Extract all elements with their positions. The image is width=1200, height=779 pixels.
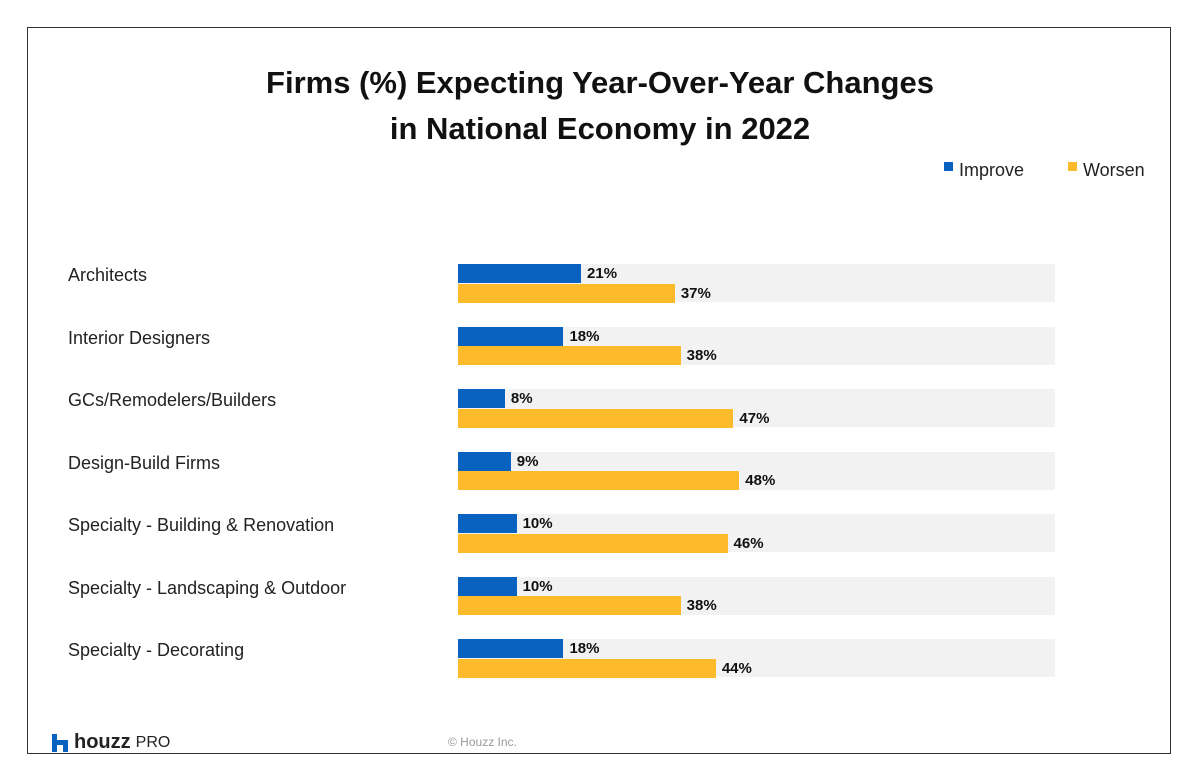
bar-improve bbox=[458, 326, 564, 346]
legend-swatch-worsen bbox=[1068, 162, 1077, 171]
title-line-1: Firms (%) Expecting Year-Over-Year Chang… bbox=[266, 65, 934, 100]
data-label: 21% bbox=[587, 265, 618, 282]
brand-suffix: PRO bbox=[135, 733, 171, 751]
copyright: © Houzz Inc. bbox=[448, 735, 517, 749]
category-label: Specialty - Landscaping & Outdoor bbox=[68, 577, 347, 598]
category-label: Specialty - Building & Renovation bbox=[68, 515, 335, 535]
legend-label: Worsen bbox=[1083, 160, 1145, 180]
bar-improve bbox=[458, 576, 517, 596]
data-label: 46% bbox=[733, 534, 764, 552]
legend-improve: Improve bbox=[944, 160, 1024, 181]
legend-worsen: Worsen bbox=[1068, 160, 1145, 181]
bar-improve bbox=[458, 389, 505, 408]
bar-worsen bbox=[458, 533, 728, 553]
chart-title: Firms (%) Expecting Year-Over-Year Chang… bbox=[0, 60, 1200, 152]
chart-frame bbox=[27, 27, 1171, 754]
category-label: Architects bbox=[68, 265, 148, 285]
data-label: 8% bbox=[510, 390, 533, 407]
data-label: 47% bbox=[739, 409, 770, 427]
brand-name: houzz bbox=[74, 731, 131, 753]
houzz-logo-icon bbox=[52, 733, 68, 752]
bar-worsen bbox=[458, 596, 681, 615]
bar-improve bbox=[458, 514, 517, 533]
category-label: Interior Designers bbox=[68, 327, 211, 348]
bar-worsen bbox=[458, 658, 716, 678]
bar-improve bbox=[458, 639, 564, 658]
bar-worsen bbox=[458, 283, 675, 303]
data-label: 48% bbox=[745, 472, 776, 489]
bar-worsen bbox=[458, 408, 734, 428]
bar-improve bbox=[458, 264, 582, 283]
bar-worsen bbox=[458, 346, 681, 365]
title-line-2: in National Economy in 2022 bbox=[389, 111, 811, 146]
data-label: 18% bbox=[569, 640, 600, 657]
bar-improve bbox=[458, 451, 511, 471]
category-label: Design-Build Firms bbox=[68, 452, 221, 473]
data-label: 37% bbox=[680, 284, 711, 302]
bar-worsen bbox=[458, 471, 740, 490]
data-label: 10% bbox=[522, 577, 553, 595]
data-label: 38% bbox=[686, 347, 717, 364]
category-label: GCs/Remodelers/Builders bbox=[68, 390, 277, 410]
data-label: 10% bbox=[522, 515, 553, 532]
houzz-pro-logo: houzz PRO bbox=[52, 731, 170, 754]
data-label: 44% bbox=[721, 659, 752, 677]
data-label: 38% bbox=[686, 597, 717, 614]
legend-swatch-improve bbox=[944, 162, 953, 171]
data-label: 9% bbox=[516, 452, 539, 470]
category-label: Specialty - Decorating bbox=[68, 640, 245, 660]
data-label: 18% bbox=[569, 327, 600, 345]
legend-label: Improve bbox=[959, 160, 1025, 180]
